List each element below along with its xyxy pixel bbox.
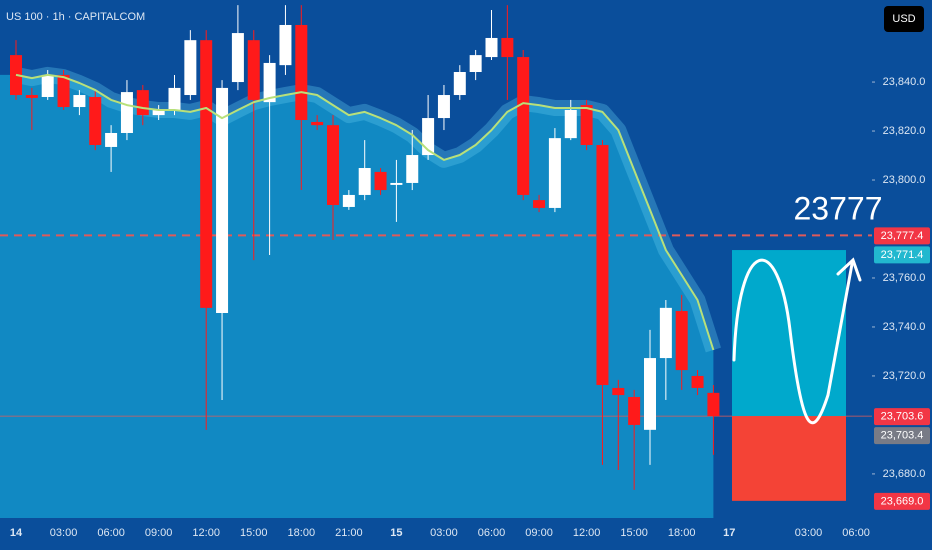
y-tick-label: 23,820.0 (883, 125, 926, 137)
x-tick-label: 06:00 (478, 527, 506, 539)
candle-body (612, 387, 625, 396)
candle-body (279, 24, 292, 66)
price-badge-label: 23,703.6 (881, 411, 924, 423)
price-badge (874, 227, 930, 245)
candle-body (136, 90, 149, 116)
stop-zone (732, 416, 846, 501)
x-tick-label: 18:00 (288, 527, 316, 539)
candle-body (57, 74, 70, 108)
candle-body (168, 87, 181, 110)
candle-body (453, 72, 466, 96)
candle-body (422, 118, 435, 156)
candle-body (120, 92, 133, 133)
candle-body (231, 33, 244, 83)
x-tick-label: 12:00 (573, 527, 601, 539)
annotation: 23777 (794, 190, 883, 226)
price-badge-label: 23,703.4 (881, 430, 924, 442)
y-tick-label: 23,740.0 (883, 321, 926, 333)
price-badge-label: 23,669.0 (881, 495, 924, 507)
x-tick-label: 17 (723, 527, 735, 539)
price-badge (874, 408, 930, 426)
x-tick-label: 09:00 (145, 527, 173, 539)
candle-body (675, 311, 688, 371)
y-tick-label: 23,840.0 (883, 76, 926, 88)
price-badge (874, 492, 930, 510)
forecast-arrowhead (836, 257, 862, 282)
candle-body (358, 168, 371, 195)
y-tick-label: 23,760.0 (883, 272, 926, 284)
x-tick-label: 14 (10, 527, 23, 539)
currency-button[interactable] (884, 6, 924, 32)
candle-body (485, 37, 498, 58)
candle-body (295, 24, 308, 121)
candle-body (105, 132, 118, 147)
candle-body (580, 105, 593, 145)
price-badge (874, 427, 930, 445)
x-tick-label: 09:00 (525, 527, 553, 539)
x-tick-label: 15 (390, 527, 402, 539)
candle-body (406, 155, 419, 183)
candle-body (469, 55, 482, 73)
candle-body (691, 375, 704, 388)
candle-body (533, 200, 546, 208)
candle-body (596, 144, 609, 386)
y-tick-label: 23,720.0 (883, 370, 926, 382)
candle-body (152, 109, 165, 116)
x-tick-label: 06:00 (842, 527, 870, 539)
candle-body (89, 96, 102, 145)
x-tick-label: 12:00 (192, 527, 220, 539)
x-tick-label: 03:00 (795, 527, 823, 539)
candle-body (25, 95, 38, 98)
x-tick-label: 03:00 (430, 527, 458, 539)
x-tick-label: 15:00 (240, 527, 268, 539)
candle-body (311, 121, 324, 126)
price-badge-label: 23,777.4 (881, 230, 924, 242)
candle-body (247, 40, 260, 100)
indicator-line (15, 73, 715, 351)
candle-body (216, 87, 229, 314)
candle-body (41, 74, 54, 97)
candle-body (628, 397, 641, 425)
candle-body (390, 182, 403, 185)
candle-body (437, 95, 450, 119)
candle-body (548, 138, 561, 208)
y-tick-label: 23,800.0 (883, 174, 926, 186)
candle-body (263, 62, 276, 103)
candle-body (707, 392, 720, 417)
x-tick-label: 15:00 (620, 527, 648, 539)
candle-body (374, 171, 387, 191)
candle-body (659, 307, 672, 359)
candle-body (564, 109, 577, 139)
candle-body (517, 57, 530, 195)
candle-body (644, 358, 656, 430)
y-tick-label: 23,680.0 (883, 468, 926, 480)
currency-label[interactable]: USD (892, 13, 915, 25)
x-tick-label: 18:00 (668, 527, 696, 539)
candle-body (327, 125, 339, 205)
x-tick-label: 03:00 (50, 527, 78, 539)
candle-body (184, 40, 197, 96)
price-badge-label: 23,771.4 (881, 249, 924, 261)
price-badge (874, 246, 930, 264)
candle-body (73, 95, 86, 108)
candle-body (501, 37, 514, 58)
x-tick-label: 06:00 (97, 527, 125, 539)
indicator-area (0, 74, 714, 519)
chart-title: US 100 · 1h · CAPITALCOM (6, 11, 145, 23)
candle-body (342, 194, 355, 207)
x-tick-label: 21:00 (335, 527, 363, 539)
forecast-curve (732, 258, 854, 425)
candle-body (200, 40, 213, 308)
plot (0, 5, 872, 519)
